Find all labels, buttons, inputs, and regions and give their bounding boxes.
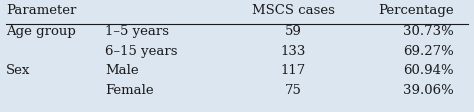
Text: 6–15 years: 6–15 years — [105, 44, 178, 57]
Text: Male: Male — [105, 64, 139, 76]
Text: Sex: Sex — [6, 64, 30, 76]
Text: 59: 59 — [285, 25, 302, 38]
Text: Female: Female — [105, 83, 154, 96]
Text: 69.27%: 69.27% — [403, 44, 454, 57]
Text: 30.73%: 30.73% — [403, 25, 454, 38]
Text: 133: 133 — [281, 44, 306, 57]
Text: 39.06%: 39.06% — [403, 83, 454, 96]
Text: Percentage: Percentage — [378, 4, 454, 17]
Text: 75: 75 — [285, 83, 302, 96]
Text: Age group: Age group — [6, 25, 76, 38]
Text: MSCS cases: MSCS cases — [252, 4, 335, 17]
Text: 117: 117 — [281, 64, 306, 76]
Text: 1–5 years: 1–5 years — [105, 25, 169, 38]
Text: Parameter: Parameter — [6, 4, 76, 17]
Text: 60.94%: 60.94% — [403, 64, 454, 76]
